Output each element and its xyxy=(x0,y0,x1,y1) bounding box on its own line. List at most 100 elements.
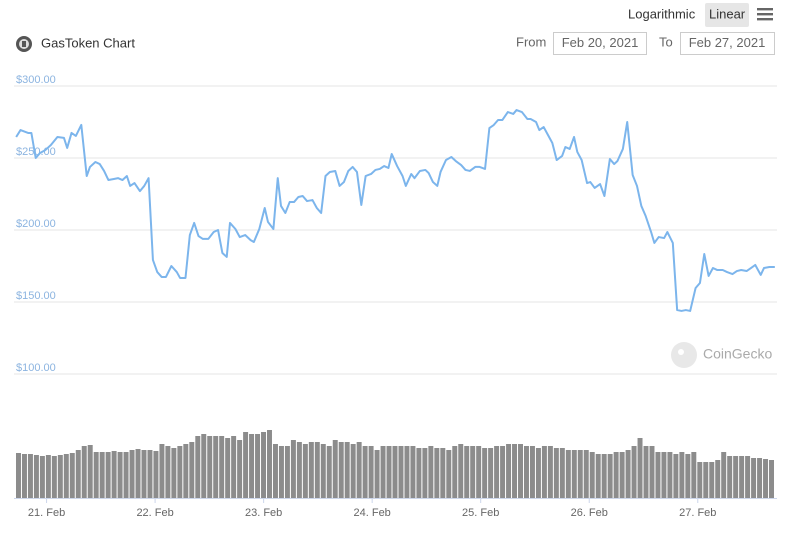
volume-bar xyxy=(302,444,308,498)
volume-bar xyxy=(75,450,81,498)
volume-bar xyxy=(129,450,135,498)
volume-bar xyxy=(243,432,249,498)
volume-bar xyxy=(703,462,709,498)
volume-bar xyxy=(601,454,607,498)
volume-bar xyxy=(667,452,673,498)
volume-bar xyxy=(751,458,757,498)
volume-bar xyxy=(398,446,404,498)
x-tick-label: 27. Feb xyxy=(679,507,716,519)
plot xyxy=(15,109,775,312)
volume-bar xyxy=(559,448,565,498)
volume-bar xyxy=(207,436,213,498)
volume-bar xyxy=(177,446,183,498)
volume-bar xyxy=(368,446,374,498)
to-date[interactable]: Feb 27, 2021 xyxy=(689,35,766,50)
volume-bar xyxy=(219,436,225,498)
x-tick-label: 26. Feb xyxy=(571,507,608,519)
from-input[interactable] xyxy=(553,32,647,55)
volume-bar xyxy=(464,446,470,498)
volume-bar xyxy=(105,452,111,498)
x-tick-label: 22. Feb xyxy=(136,507,173,519)
volume-bar xyxy=(63,454,69,498)
volume-bar xyxy=(87,445,93,498)
x-tick-label: 24. Feb xyxy=(354,507,391,519)
volume-bar xyxy=(147,450,153,498)
volume-bar xyxy=(673,454,679,498)
volume-bar xyxy=(541,446,547,498)
volume-bar xyxy=(721,452,727,498)
coin-icon-mark xyxy=(22,41,26,47)
volume-bar xyxy=(93,452,99,498)
selected-scale-bg xyxy=(705,3,749,27)
volume-bar xyxy=(135,449,141,498)
volume-bar xyxy=(440,448,446,498)
to-label: To xyxy=(659,34,673,49)
volume-bar xyxy=(733,456,739,498)
volume-bar xyxy=(189,442,195,498)
volume-bar xyxy=(45,455,51,498)
volume-bar xyxy=(374,450,380,498)
volume-bar xyxy=(153,451,159,498)
menu-icon[interactable] xyxy=(757,8,773,21)
volume-bar xyxy=(159,444,165,498)
menu-bar xyxy=(757,8,773,11)
volume-bar xyxy=(278,446,284,498)
volume-bar xyxy=(410,446,416,498)
volume-bar xyxy=(739,456,745,498)
volume-bar xyxy=(661,452,667,498)
volume-bar xyxy=(745,456,751,498)
volume-bar xyxy=(314,442,320,498)
to-input[interactable] xyxy=(680,32,775,55)
volume-bar xyxy=(99,452,105,498)
volume-bar xyxy=(727,456,733,498)
volume-bar xyxy=(494,446,500,498)
volume-bar xyxy=(57,455,63,498)
volume-bar xyxy=(362,446,368,498)
volume-bar xyxy=(141,450,147,498)
volume-bar xyxy=(111,451,117,498)
volume-bar xyxy=(332,440,338,498)
scale-option[interactable]: Logarithmic xyxy=(628,6,696,21)
volume-bar xyxy=(290,440,296,498)
volume-bar xyxy=(428,446,434,498)
volume-bar xyxy=(649,446,655,498)
volume-bar xyxy=(81,446,87,498)
scale-option[interactable]: Linear xyxy=(709,6,746,21)
volume-bar xyxy=(356,442,362,498)
volume-bar xyxy=(482,448,488,498)
volume-bar xyxy=(51,456,57,498)
volume-bar xyxy=(637,438,643,498)
volume-bar xyxy=(117,452,123,498)
watermark-eye xyxy=(678,349,684,355)
volume-bar xyxy=(458,444,464,498)
volume-bar xyxy=(757,458,763,498)
volume-bar xyxy=(613,452,619,498)
volume-bar xyxy=(470,446,476,498)
volume-bar xyxy=(33,455,39,498)
volume-bar xyxy=(267,430,272,498)
from-label: From xyxy=(516,34,546,49)
volume-bar xyxy=(589,452,595,498)
volume-bar xyxy=(380,446,386,498)
volume-bar xyxy=(518,444,523,498)
volume-bar xyxy=(320,444,326,498)
volume-bar xyxy=(625,450,631,498)
watermark-text: CoinGecko xyxy=(703,346,772,362)
chart-title: GasToken Chart xyxy=(41,35,135,50)
volume-bar xyxy=(769,460,774,498)
from-date[interactable]: Feb 20, 2021 xyxy=(562,35,639,50)
volume-bar xyxy=(350,444,356,498)
volume-bar xyxy=(577,450,583,498)
x-tick-label: 25. Feb xyxy=(462,507,499,519)
volume-bar xyxy=(255,434,261,498)
volume-bar xyxy=(595,454,601,498)
volume-bar xyxy=(446,450,452,498)
volume-bar xyxy=(231,436,237,498)
volume-bar xyxy=(583,450,589,498)
price-line xyxy=(15,109,775,312)
volume-bar xyxy=(386,446,392,498)
volume-bar xyxy=(225,438,231,498)
